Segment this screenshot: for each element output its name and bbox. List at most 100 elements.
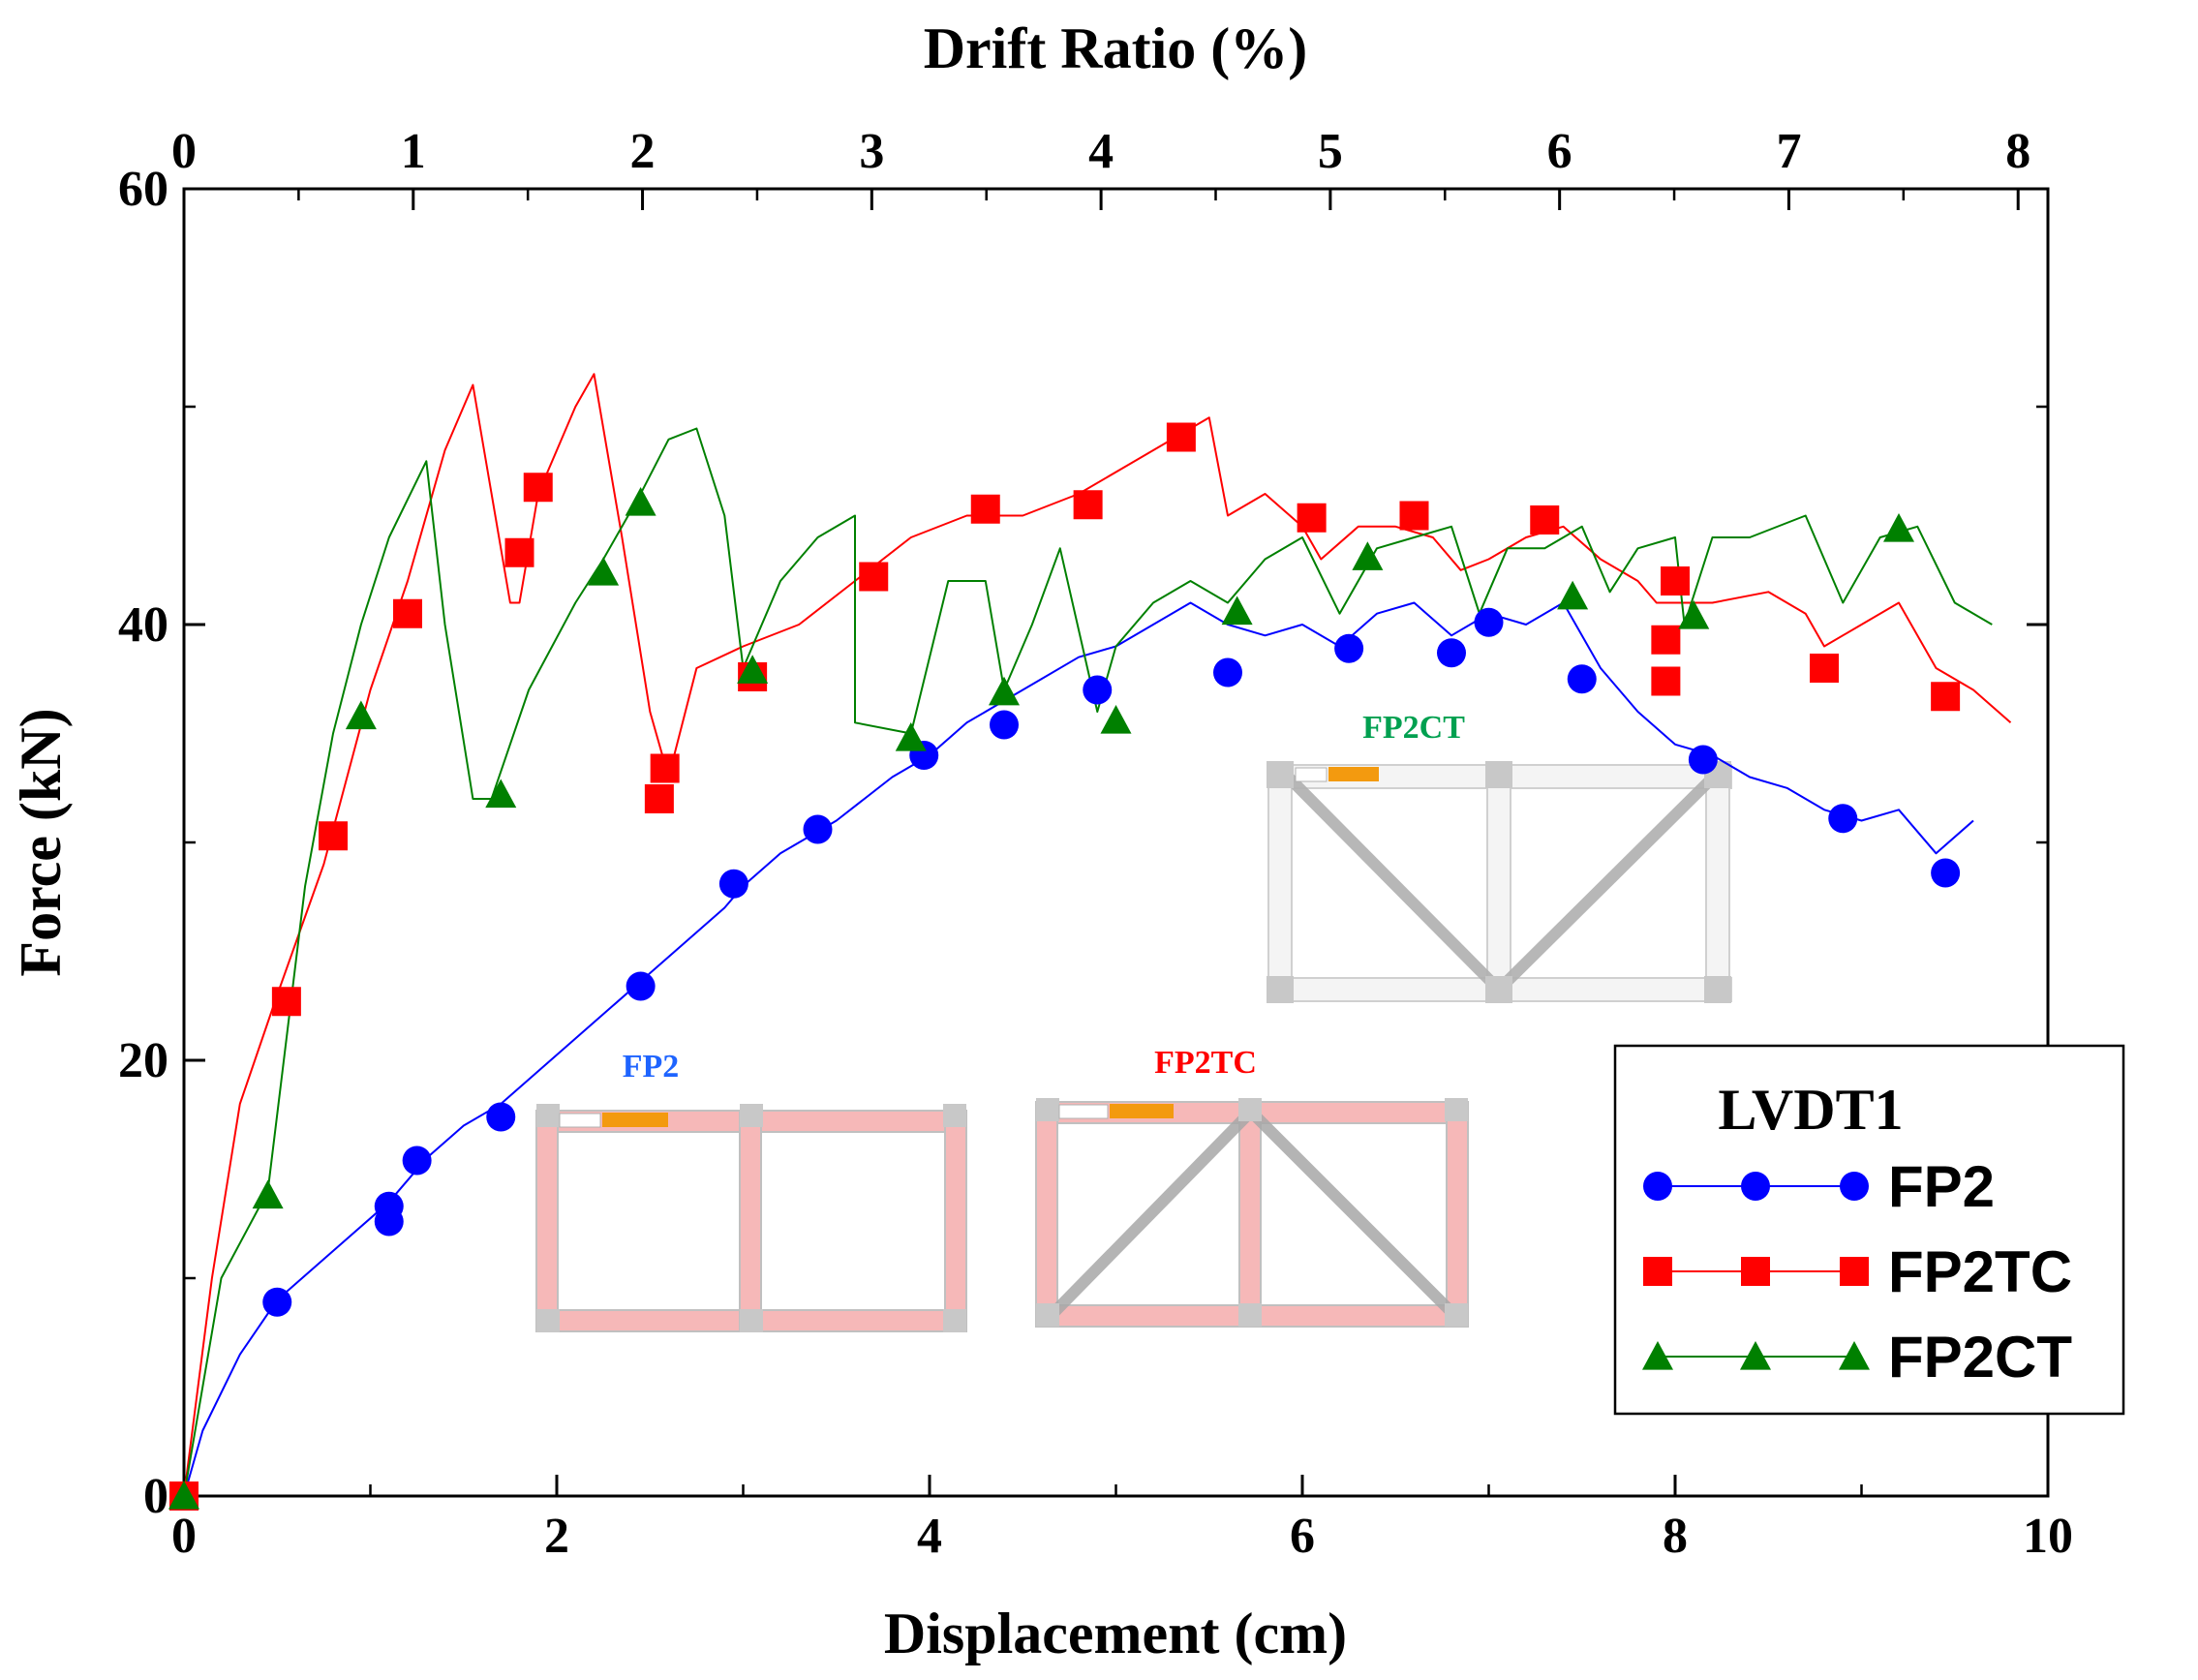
marker-fp2 — [1828, 804, 1858, 834]
marker-fp2ct — [1678, 600, 1710, 629]
legend-label-fp2tc: FP2TC — [1888, 1239, 2072, 1304]
legend-box — [1613, 1044, 2125, 1416]
y-tick-label: 20 — [118, 1033, 168, 1088]
series-line-fp2 — [184, 601, 1974, 1496]
marker-fp2tc — [970, 494, 1000, 524]
top-tick-label: 1 — [401, 124, 426, 179]
marker-fp2 — [1213, 657, 1242, 687]
marker-fp2ct — [485, 779, 517, 809]
marker-fp2 — [486, 1102, 516, 1132]
x-axis-title: Displacement (cm) — [884, 1602, 1347, 1665]
marker-fp2tc — [1166, 422, 1196, 452]
top-tick-label: 5 — [1318, 124, 1343, 179]
top-axis-title: Drift Ratio (%) — [924, 16, 1308, 80]
marker-fp2tc — [319, 821, 348, 851]
marker-fp2tc — [271, 987, 301, 1017]
marker-fp2tc — [1661, 566, 1690, 596]
tick-labels: 0 2 4 6 8 10 0 1 2 3 4 5 6 7 8 0 20 40 60 — [118, 124, 2073, 1564]
legend-marker-fp2 — [1741, 1172, 1770, 1201]
legend-title: LVDT1 — [1718, 1078, 1903, 1142]
legend-marker-fp2 — [1643, 1172, 1672, 1201]
series-line-fp2ct — [184, 427, 1993, 1496]
marker-fp2 — [1334, 633, 1364, 663]
marker-fp2 — [1688, 745, 1718, 775]
top-tick-label: 8 — [2005, 124, 2030, 179]
marker-fp2tc — [1399, 501, 1429, 531]
marker-fp2ct — [1221, 596, 1253, 626]
marker-layer — [168, 422, 1961, 1511]
marker-fp2tc — [393, 598, 422, 628]
inset-fp2ct: FP2CT — [1267, 710, 1732, 1003]
marker-fp2ct — [588, 557, 620, 586]
inset-fp2: FP2 — [535, 1049, 967, 1332]
legend-marker-fp2ct — [1740, 1341, 1771, 1370]
marker-fp2tc — [523, 473, 553, 503]
inset-fp2tc-label: FP2TC — [1154, 1045, 1257, 1081]
top-tick-label: 3 — [859, 124, 884, 179]
legend-marker-fp2tc — [1741, 1257, 1770, 1286]
marker-fp2ct — [1557, 580, 1589, 610]
marker-fp2 — [262, 1287, 292, 1317]
top-tick-label: 2 — [630, 124, 656, 179]
marker-fp2tc — [1651, 666, 1681, 696]
legend-label-fp2ct: FP2CT — [1888, 1325, 2072, 1390]
x-tick-label: 10 — [2023, 1509, 2073, 1564]
marker-fp2 — [1474, 607, 1504, 637]
top-tick-label: 4 — [1088, 124, 1114, 179]
marker-fp2tc — [1810, 654, 1839, 683]
inset-fp2-label: FP2 — [623, 1049, 680, 1084]
marker-fp2ct — [1352, 541, 1384, 570]
marker-fp2ct — [252, 1179, 284, 1209]
x-tick-label: 4 — [917, 1509, 942, 1564]
marker-fp2ct — [168, 1481, 199, 1510]
x-tick-label: 8 — [1663, 1509, 1688, 1564]
top-tick-label: 7 — [1776, 124, 1801, 179]
legend-marker-fp2ct — [1839, 1341, 1870, 1370]
marker-fp2tc — [1931, 682, 1961, 712]
marker-fp2tc — [644, 784, 674, 813]
marker-fp2 — [990, 710, 1019, 740]
legend-marker-fp2tc — [1840, 1257, 1869, 1286]
legend-label-fp2: FP2 — [1888, 1154, 1995, 1219]
x-tick-label: 0 — [171, 1509, 197, 1564]
marker-fp2 — [718, 869, 748, 899]
y-tick-label: 40 — [118, 597, 168, 653]
y-axis-title: Force (kN) — [9, 708, 73, 976]
marker-fp2 — [402, 1145, 432, 1176]
marker-fp2ct — [625, 487, 656, 516]
y-tick-label: 0 — [143, 1469, 168, 1524]
x-tick-label: 6 — [1290, 1509, 1315, 1564]
legend-marker-fp2tc — [1643, 1257, 1672, 1286]
marker-fp2ct — [895, 722, 927, 751]
top-tick-label: 0 — [171, 124, 197, 179]
legend-marker-fp2ct — [1642, 1341, 1673, 1370]
marker-fp2 — [803, 814, 833, 844]
marker-fp2 — [1567, 664, 1597, 694]
y-tick-label: 60 — [118, 162, 168, 217]
marker-fp2tc — [1651, 625, 1681, 655]
inset-fp2ct-label: FP2CT — [1362, 710, 1465, 746]
marker-fp2tc — [1297, 503, 1327, 533]
marker-fp2 — [1083, 675, 1113, 705]
marker-fp2ct — [989, 676, 1020, 706]
marker-fp2tc — [504, 537, 534, 567]
marker-fp2ct — [345, 700, 377, 730]
legend-marker-fp2 — [1840, 1172, 1869, 1201]
axis-ticks — [182, 187, 2050, 1498]
top-tick-label: 6 — [1547, 124, 1572, 179]
inset-fp2tc: FP2TC — [1035, 1045, 1469, 1328]
x-tick-label: 2 — [544, 1509, 569, 1564]
marker-fp2 — [626, 971, 656, 1001]
marker-fp2ct — [1100, 705, 1132, 734]
marker-fp2tc — [859, 562, 889, 592]
marker-fp2 — [1931, 858, 1961, 888]
marker-fp2ct — [1883, 513, 1914, 542]
legend: LVDT1 FP2 FP2TC FP2CT — [1613, 1044, 2125, 1416]
legend-entries: FP2 FP2TC FP2CT — [1642, 1154, 2072, 1390]
marker-fp2 — [1437, 638, 1466, 668]
marker-fp2tc — [1073, 490, 1103, 520]
marker-fp2 — [374, 1191, 404, 1221]
marker-fp2tc — [1530, 505, 1560, 535]
marker-fp2ct — [737, 655, 769, 684]
marker-fp2tc — [650, 753, 680, 783]
